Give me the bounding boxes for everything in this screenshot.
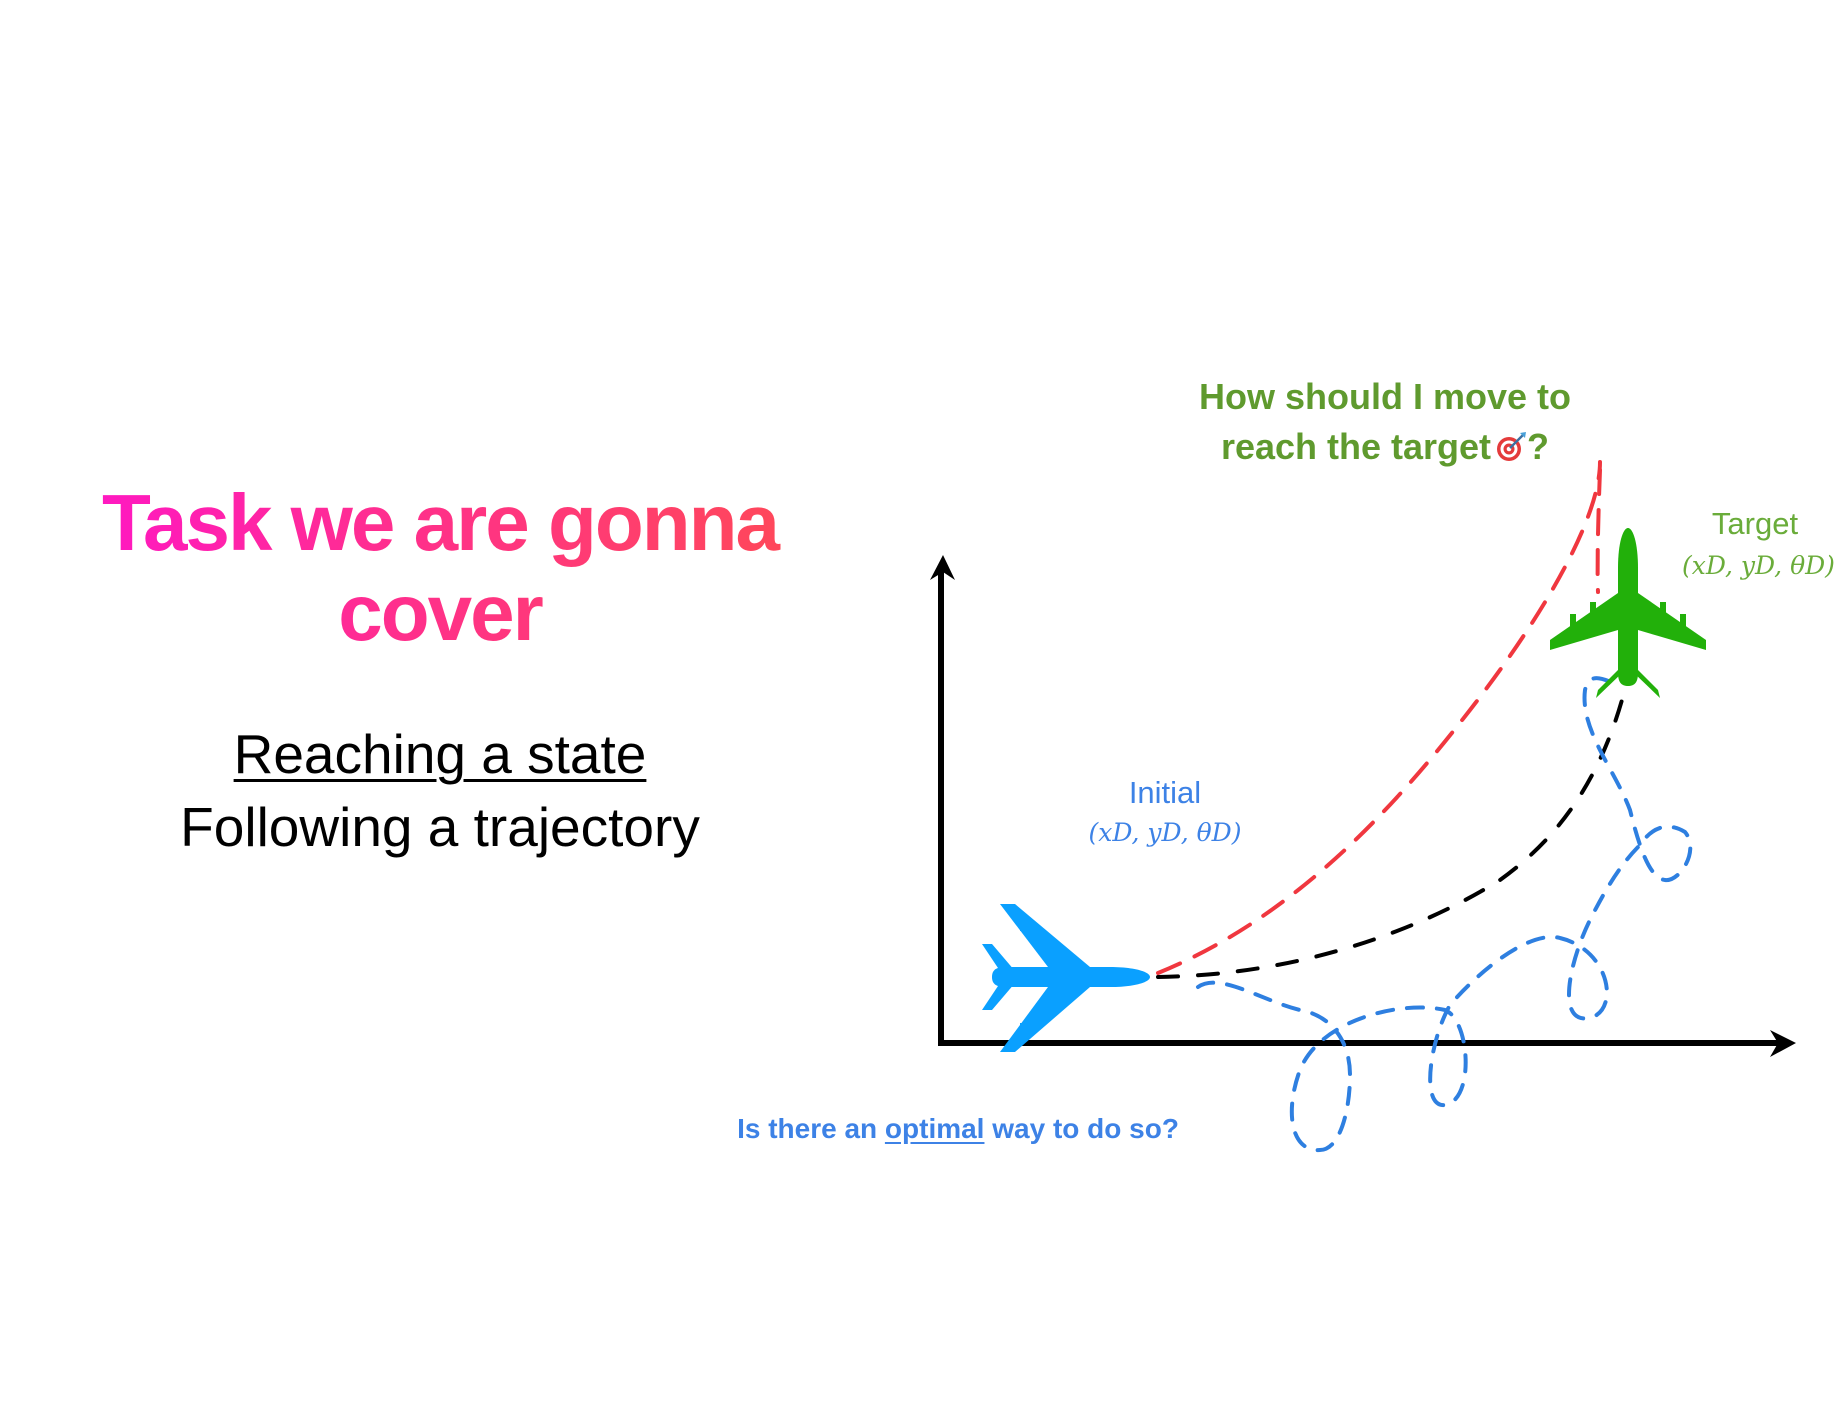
optimal-question: Is there an optimal way to do so? <box>718 1113 1198 1145</box>
axes <box>930 555 1796 1057</box>
target-label: Target <box>1711 506 1799 541</box>
target-airplane-icon <box>1550 528 1706 698</box>
red-path-tail <box>1595 468 1602 594</box>
blue-wandering-path <box>1196 676 1693 1153</box>
question-mark: ? <box>1527 426 1550 467</box>
dart-target-icon <box>1497 432 1527 461</box>
x-axis-arrow <box>1770 1030 1796 1057</box>
target-state-math: (xD, yD, θD) <box>1682 551 1834 580</box>
optimal-question-suffix: way to do so? <box>992 1113 1179 1144</box>
item-following-trajectory: Following a trajectory <box>180 796 700 858</box>
initial-airplane-icon <box>982 904 1150 1052</box>
y-axis-arrow <box>930 555 955 580</box>
item-reaching-state: Reaching a state <box>233 723 647 785</box>
question-heading: How should I move to reach the target? <box>1150 372 1620 472</box>
optimal-question-emphasis: optimal <box>884 1113 985 1144</box>
slide-title: Task we are gonna cover <box>60 478 820 658</box>
question-line-2: reach the target <box>1220 426 1492 467</box>
question-line-2-wrap: reach the target? <box>1150 422 1620 472</box>
optimal-question-prefix: Is there an <box>737 1113 878 1144</box>
question-line-1: How should I move to <box>1198 376 1571 417</box>
initial-state-math: (xD, yD, θD) <box>1088 818 1242 847</box>
initial-label: Initial <box>1128 775 1202 810</box>
red-optimal-path <box>1156 460 1602 975</box>
